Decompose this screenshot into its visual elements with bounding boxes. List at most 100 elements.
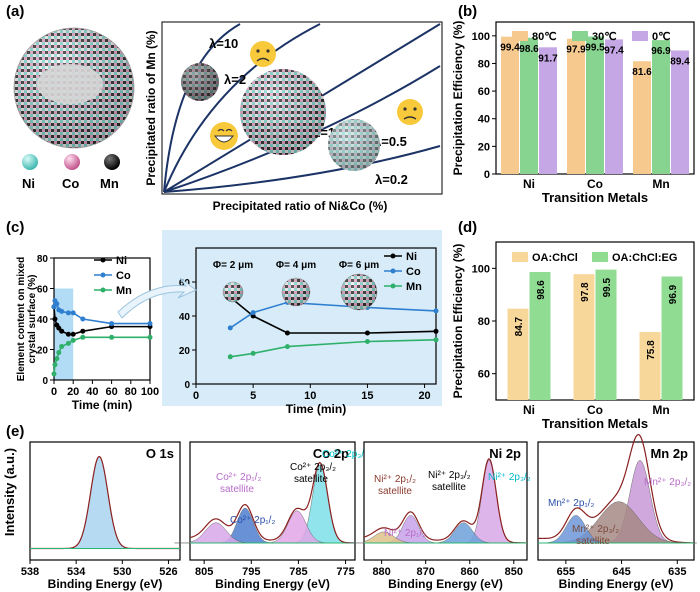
- element-legend: Ni Co Mn: [22, 154, 120, 191]
- x-tick-label: 100: [141, 386, 159, 398]
- legend-swatch: [592, 252, 608, 262]
- y-tick-label: 80: [478, 58, 490, 70]
- data-point: [227, 354, 233, 360]
- bar: [539, 47, 557, 174]
- peak-label: Ni²⁺ 2p₃/₂: [488, 472, 531, 483]
- panel-b: (b) 0 20 40 60 80 100 Ni 99.4 98.691.7 Co 97.9 99.5…: [451, 3, 695, 205]
- data-point: [80, 328, 86, 334]
- panel-e-label: (e): [6, 423, 24, 440]
- peak-label: Ni²⁺ 2p₃/₂: [428, 470, 471, 481]
- data-point: [227, 325, 233, 331]
- bar-value-label: 99.4: [500, 43, 520, 54]
- legend-label: 30℃: [592, 31, 617, 43]
- data-point: [54, 301, 60, 307]
- particle-shading: [341, 274, 377, 310]
- x-tick-label: 880: [372, 566, 390, 578]
- panel-a-xlabel: Precipitated ratio of Ni&Co (%): [213, 199, 388, 213]
- bar: [652, 40, 670, 174]
- bar-value-label: 96.9: [668, 284, 679, 304]
- data-point: [364, 330, 370, 336]
- peak-label: Ni²⁺ 2p₁/₂: [374, 474, 416, 485]
- data-point: [364, 339, 370, 344]
- peak-label: Mn²⁺ 2p₁/₂: [548, 498, 595, 509]
- peak-label: Mn²⁺ 2p₃/₂: [644, 477, 691, 488]
- legend-label: 0℃: [652, 31, 670, 43]
- envelope-line: [363, 458, 528, 544]
- x-tick-label: 10: [304, 390, 316, 402]
- envelope-line: [537, 433, 695, 544]
- data-point: [147, 334, 153, 340]
- series-line: [53, 336, 150, 374]
- x-tick-label: 635: [668, 566, 686, 578]
- bar-value-label: 96.9: [651, 46, 671, 57]
- x-axis-title: Binding Energy (eV): [388, 577, 503, 591]
- y-tick-label: 0: [42, 376, 48, 387]
- data-point: [59, 343, 65, 349]
- x-tick-label: 785: [289, 566, 307, 578]
- zoom-arrow: [117, 277, 197, 319]
- x-tick-label: 5: [250, 390, 256, 402]
- envelope-line: [189, 461, 356, 544]
- x-tick-label: 20: [418, 390, 430, 402]
- y-tick-label: 60: [478, 86, 490, 98]
- x-axis-title: Transition Metals: [542, 190, 648, 205]
- particle-shading: [282, 278, 310, 306]
- legend-swatch: [512, 31, 528, 41]
- data-point: [250, 310, 256, 316]
- particle-lambda-0.5: [328, 119, 380, 171]
- peak-label: Mn²⁺ 2p₃/₂: [572, 524, 619, 535]
- x-axis-title: Binding Energy (eV): [215, 577, 330, 591]
- x-tick-label: 80: [125, 386, 137, 398]
- grin-face-icon: [210, 122, 238, 150]
- x-axis-title: Time (min): [286, 402, 346, 416]
- legend-label: Co: [116, 270, 131, 282]
- data-point: [52, 362, 58, 368]
- x-tick-label: 860: [461, 566, 479, 578]
- y-tick-label: 40: [37, 315, 49, 326]
- bar: [529, 272, 551, 400]
- ni-ball: [22, 154, 38, 170]
- x-tick-label: Co: [587, 177, 603, 191]
- x-tick-label: 0: [51, 386, 57, 398]
- data-point: [80, 334, 86, 340]
- x-tick-label: 20: [67, 386, 79, 398]
- data-point: [284, 330, 290, 336]
- x-tick-label: Ni: [523, 403, 535, 417]
- peak-label: Ni²⁺ 2p₁/₂: [384, 528, 426, 539]
- x-tick-label: Mn: [652, 177, 669, 191]
- bar: [595, 269, 617, 400]
- worried-face-icon: [397, 99, 423, 125]
- legend-label: Ni: [116, 255, 127, 267]
- subplot-title: Ni 2p: [489, 446, 521, 461]
- y-axis-title: Intensity (a.u.): [2, 448, 17, 536]
- bar: [661, 276, 683, 400]
- y-tick-label: 20: [179, 346, 191, 357]
- bar-value-label: 97.8: [580, 282, 591, 302]
- x-tick-label: 538: [21, 566, 39, 578]
- x-tick-label: 645: [612, 566, 630, 578]
- y-tick-label: 40: [478, 114, 490, 126]
- panel-d-label: (d): [458, 219, 477, 236]
- x-tick-label: 0: [193, 390, 199, 402]
- bar-value-label: 98.6: [519, 44, 539, 55]
- x-tick-label: 795: [242, 566, 260, 578]
- x-tick-label: 850: [505, 566, 523, 578]
- legend-marker: [390, 253, 396, 259]
- inset-background: [162, 230, 442, 406]
- co-ball: [64, 154, 80, 170]
- peak-label: Co²⁺ 2p₃/₂: [290, 462, 336, 473]
- sad-face-icon: [250, 41, 276, 67]
- x-tick-label: 534: [67, 566, 86, 578]
- data-point: [59, 308, 65, 314]
- data-point: [109, 334, 115, 340]
- particle-size-label: Φ= 4 μm: [276, 260, 316, 271]
- panel-d: (d) 60 80 100 Ni 84.7 98.6 Co 97.8 99.5 Mn 75.8 96.…: [451, 219, 695, 431]
- data-point: [51, 371, 57, 377]
- legend-label: 80℃: [532, 31, 557, 43]
- data-point: [54, 356, 60, 362]
- data-point: [433, 328, 439, 334]
- x-tick-label: 870: [416, 566, 434, 578]
